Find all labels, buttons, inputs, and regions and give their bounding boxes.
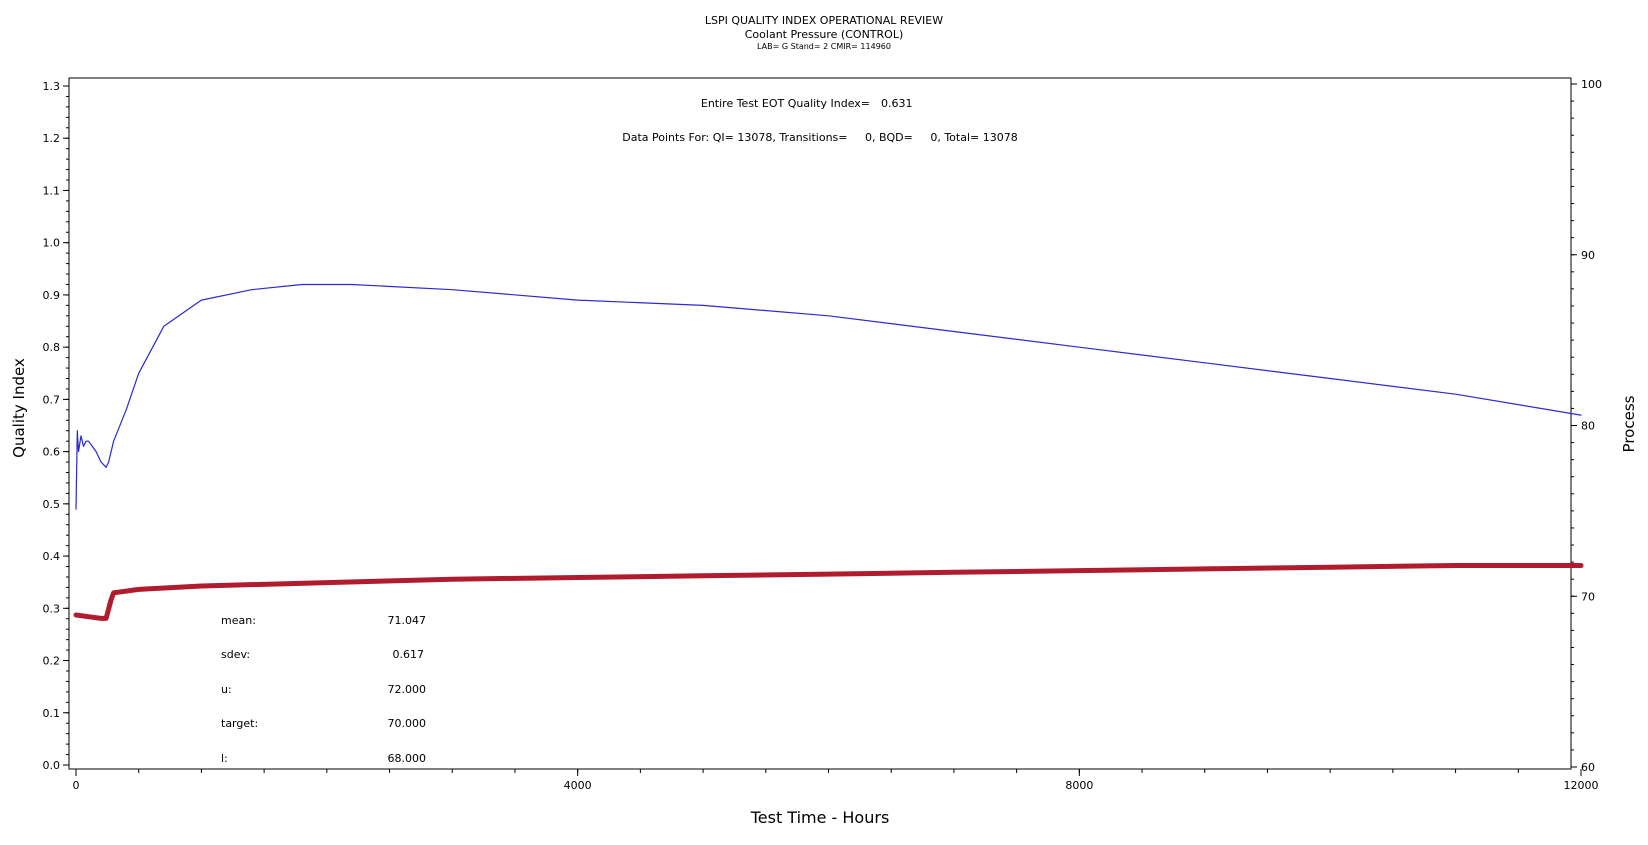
y-tick-label: 0.5: [43, 498, 61, 511]
stat-label-u: u:: [221, 683, 232, 696]
x-tick-label: 0: [73, 779, 80, 792]
y2-tick-label: 60: [1581, 761, 1595, 774]
y-tick-label: 0.7: [43, 393, 61, 406]
eot-label: Entire Test EOT Quality Index=: [701, 97, 870, 110]
chart-subtitle: Coolant Pressure (CONTROL): [744, 28, 904, 41]
series-layer: [73, 283, 1584, 621]
tick-labels: 0.0 0.1 0.2 0.3 0.4 0.5 0.6 0.7 0.8 0.9 1.0 1.1 1.2 1…: [43, 78, 1603, 792]
y2-tick-label: 80: [1581, 420, 1595, 433]
y-tick-label: 0.9: [43, 289, 61, 302]
chart-title: LSPI QUALITY INDEX OPERATIONAL REVIEW: [704, 14, 944, 27]
y2-tick-label: 100: [1581, 78, 1602, 91]
stat-label-mean: mean:: [221, 614, 256, 627]
x-tick-label: 12000: [1564, 779, 1599, 792]
chart-sub-info: LAB= G Stand= 2 CMIR= 114960: [757, 42, 891, 51]
y2-tick-label: 70: [1581, 590, 1595, 603]
y-tick-label: 0.3: [43, 602, 61, 615]
y2-axis-label: Process: [1620, 395, 1638, 452]
x-axis-label: Test Time - Hours: [750, 808, 890, 827]
process-series-line: [73, 563, 1584, 621]
y-tick-label: 1.2: [43, 132, 61, 145]
stat-label-target: target:: [221, 717, 258, 730]
eot-value: 0.631: [881, 97, 913, 110]
stat-value-sdev: 0.617: [393, 648, 425, 661]
stat-value-target: 70.000: [388, 717, 427, 730]
stat-label-l: l:: [221, 752, 228, 765]
y-axis-label: Quality Index: [10, 358, 28, 458]
quality-index-series-line: [75, 283, 1582, 510]
y-tick-label: 0.0: [43, 759, 61, 772]
stat-value-l: 68.000: [388, 752, 427, 765]
y-tick-label: 0.1: [43, 707, 61, 720]
y-tick-label: 0.8: [43, 341, 61, 354]
y-tick-label: 1.3: [43, 80, 61, 93]
stat-value-u: 72.000: [388, 683, 427, 696]
y-tick-label: 0.4: [43, 550, 61, 563]
x-tick-label: 4000: [564, 779, 592, 792]
chart-title-block: LSPI QUALITY INDEX OPERATIONAL REVIEW Co…: [0, 14, 1648, 52]
plot-frame: [68, 77, 1572, 770]
y-tick-label: 0.6: [43, 446, 61, 459]
y2-tick-label: 90: [1581, 249, 1595, 262]
axis-ticks: [63, 83, 1582, 776]
y-tick-label: 0.2: [43, 655, 61, 668]
stat-label-sdev: sdev:: [221, 648, 250, 661]
y-tick-label: 1.1: [43, 184, 61, 197]
stats-block: mean: 71.047 sdev: 0.617 u: 72.000 targe…: [221, 614, 426, 765]
data-points-annotation: Data Points For: QI= 13078, Transitions=…: [622, 131, 1017, 144]
stat-value-mean: 71.047: [388, 614, 427, 627]
x-tick-label: 8000: [1065, 779, 1093, 792]
y-tick-label: 1.0: [43, 237, 61, 250]
